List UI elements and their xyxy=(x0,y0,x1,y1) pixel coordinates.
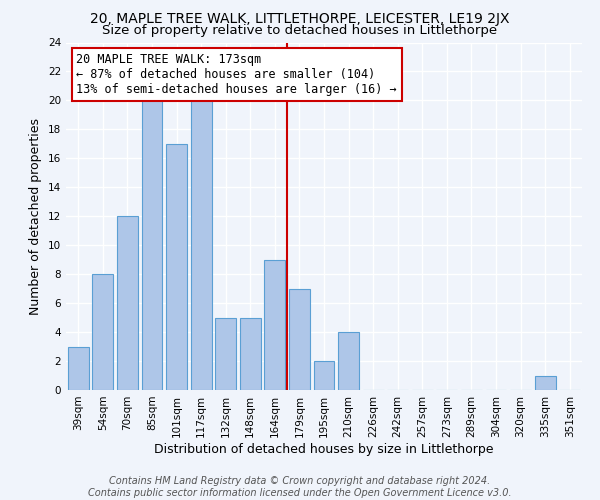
Bar xyxy=(142,100,163,390)
Bar xyxy=(240,318,261,390)
X-axis label: Distribution of detached houses by size in Littlethorpe: Distribution of detached houses by size … xyxy=(154,442,494,456)
Bar xyxy=(265,260,286,390)
Bar xyxy=(314,361,334,390)
Bar xyxy=(191,100,212,390)
Text: Contains HM Land Registry data © Crown copyright and database right 2024.
Contai: Contains HM Land Registry data © Crown c… xyxy=(88,476,512,498)
Y-axis label: Number of detached properties: Number of detached properties xyxy=(29,118,43,315)
Bar xyxy=(166,144,187,390)
Bar xyxy=(338,332,359,390)
Bar xyxy=(68,346,89,390)
Text: 20 MAPLE TREE WALK: 173sqm
← 87% of detached houses are smaller (104)
13% of sem: 20 MAPLE TREE WALK: 173sqm ← 87% of deta… xyxy=(76,53,397,96)
Bar xyxy=(215,318,236,390)
Bar xyxy=(289,288,310,390)
Bar xyxy=(535,376,556,390)
Text: 20, MAPLE TREE WALK, LITTLETHORPE, LEICESTER, LE19 2JX: 20, MAPLE TREE WALK, LITTLETHORPE, LEICE… xyxy=(90,12,510,26)
Bar xyxy=(117,216,138,390)
Text: Size of property relative to detached houses in Littlethorpe: Size of property relative to detached ho… xyxy=(103,24,497,37)
Bar xyxy=(92,274,113,390)
